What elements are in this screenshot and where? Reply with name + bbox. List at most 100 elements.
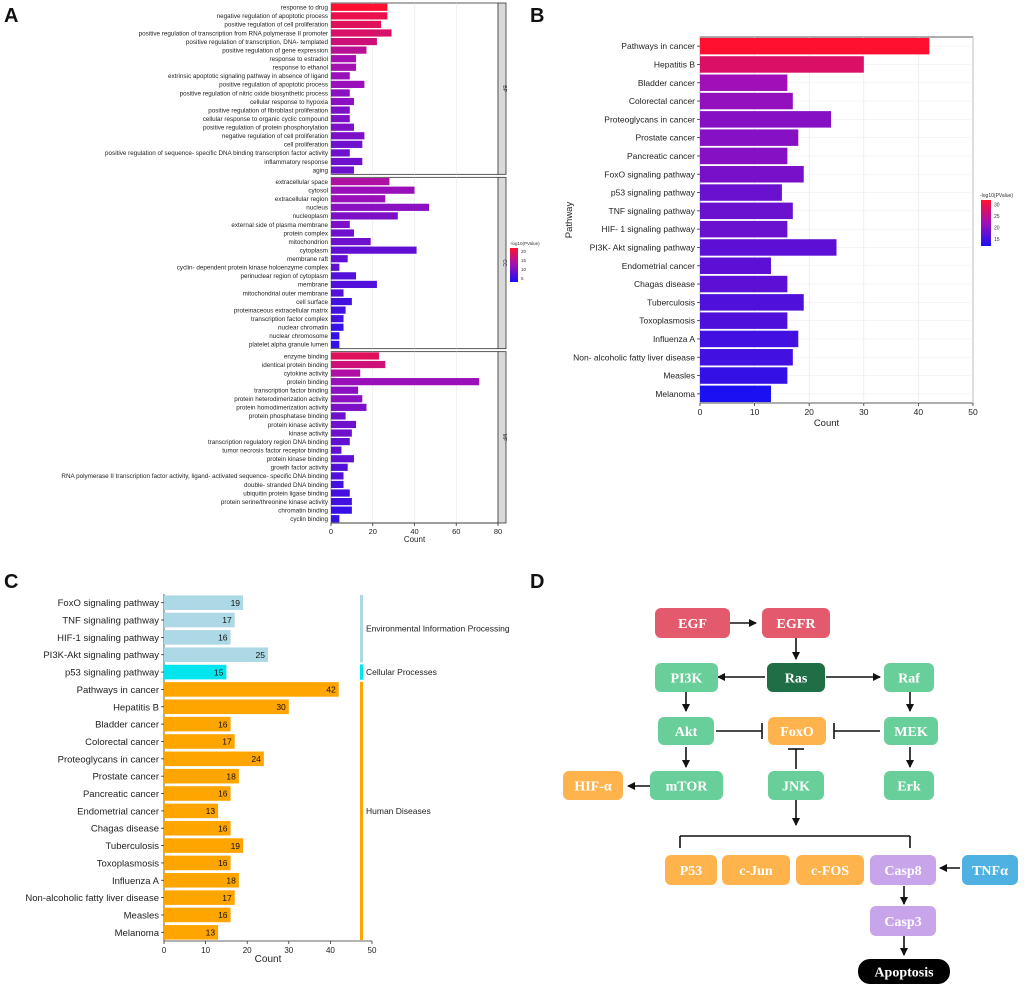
bar — [331, 123, 354, 131]
pi3k-node-box — [655, 663, 718, 692]
bar — [164, 925, 219, 940]
apoptosis-node: Apoptosis — [858, 959, 950, 984]
category-label: negative regulation of apoptotic process — [217, 13, 328, 20]
category-label: ubiquitin protein ligase binding — [243, 490, 328, 497]
bar — [700, 294, 804, 311]
bar — [700, 239, 837, 256]
x-tick-label: 40 — [410, 527, 418, 536]
category-label: Toxoplasmosis — [97, 858, 160, 869]
category-label: Colorectal cancer — [85, 737, 159, 748]
category-label: double- stranded DNA binding — [244, 482, 329, 489]
bar — [164, 612, 235, 628]
bar-value-label: 17 — [222, 893, 232, 903]
bar — [331, 157, 363, 166]
mtor-node-label: mTOR — [666, 780, 709, 795]
bar — [331, 3, 388, 11]
bar — [331, 455, 354, 463]
legend-tick-label: 15 — [994, 237, 1000, 243]
tnfa-node: TNFα — [962, 855, 1018, 885]
category-label: aging — [313, 167, 329, 174]
category-label: Bladder cancer — [95, 720, 159, 731]
bar — [331, 378, 480, 386]
bar — [164, 768, 239, 784]
category-label: TNF signaling pathway — [62, 616, 159, 627]
category-label: cell proliferation — [284, 142, 329, 149]
legend-tick-label: 30 — [994, 203, 1000, 209]
category-label: extracellular region — [275, 196, 329, 203]
x-tick-label: 0 — [698, 407, 703, 417]
bar-value-label: 16 — [218, 719, 228, 729]
bar-value-label: 18 — [226, 771, 236, 781]
bar — [331, 29, 392, 37]
category-label: nucleus — [306, 205, 328, 212]
group-label: Environmental Information Processing — [366, 624, 510, 634]
bar — [331, 203, 430, 211]
category-label: cytoplasm — [300, 247, 328, 254]
bar — [331, 438, 350, 446]
bar — [331, 489, 350, 497]
bar — [331, 20, 382, 29]
bar — [331, 446, 342, 454]
category-label: transcription factor complex — [251, 316, 329, 323]
facet-strip-label: MF — [501, 434, 507, 441]
category-label: Measles — [663, 371, 695, 381]
bar — [331, 272, 357, 280]
category-label: growth factor activity — [271, 465, 329, 472]
x-tick-label: 50 — [968, 407, 978, 417]
egf-node-label: EGF — [678, 617, 707, 632]
bar — [164, 855, 231, 871]
category-label: cyclin- dependent protein kinase holoenz… — [177, 265, 329, 272]
bar-value-label: 15 — [214, 667, 224, 677]
category-label: Non- alcoholic fatty liver disease — [573, 352, 695, 362]
bar-value-label: 42 — [326, 685, 336, 695]
bar-value-label: 19 — [231, 598, 241, 608]
bar — [331, 360, 386, 369]
bar — [331, 89, 350, 97]
panel-label-c: C — [4, 571, 18, 593]
ras-node-box — [767, 663, 825, 692]
bar — [700, 312, 788, 329]
x-tick-label: 0 — [162, 946, 167, 955]
category-label: positive regulation of protein phosphory… — [203, 125, 328, 132]
cjun-node-box — [722, 855, 790, 885]
category-label: mitochondrial outer membrane — [243, 290, 329, 297]
category-label: Hepatitis B — [654, 59, 695, 69]
bar — [700, 37, 930, 55]
bar — [700, 92, 793, 110]
bar — [331, 395, 363, 403]
category-label: Tuberculosis — [105, 841, 159, 852]
jnk-node-box — [768, 771, 824, 800]
category-label: extracellular space — [276, 179, 329, 186]
category-label: perinuclear region of cytoplasm — [240, 273, 328, 280]
bar — [331, 429, 352, 437]
x-tick-label: 20 — [243, 946, 252, 955]
bar — [164, 716, 231, 732]
diagram-connectors — [627, 619, 960, 956]
bar — [164, 872, 239, 888]
bar — [700, 367, 788, 384]
bar — [331, 306, 346, 314]
bar — [331, 506, 352, 514]
legend-tick-label: 20 — [521, 249, 527, 254]
bar — [331, 403, 367, 411]
bar — [700, 202, 793, 220]
bar — [331, 212, 398, 220]
bar — [331, 220, 350, 229]
category-label: external side of plasma membrane — [231, 222, 328, 229]
category-label: nuclear chromatin — [278, 325, 329, 332]
bar — [164, 682, 339, 697]
bar — [331, 280, 377, 289]
bar — [331, 263, 340, 271]
category-label: Pathways in cancer — [621, 41, 695, 51]
bar — [164, 890, 235, 905]
bar — [331, 480, 344, 489]
category-label: Chagas disease — [634, 279, 695, 289]
legend-title: -log10(PValue) — [980, 193, 1013, 199]
bar-value-label: 16 — [218, 823, 228, 833]
bar — [331, 229, 354, 237]
bar — [331, 463, 348, 471]
p53-node-box — [665, 855, 717, 885]
panel-label-d: D — [530, 571, 544, 593]
x-tick-label: 20 — [804, 407, 814, 417]
category-label: Endometrial cancer — [622, 261, 695, 271]
